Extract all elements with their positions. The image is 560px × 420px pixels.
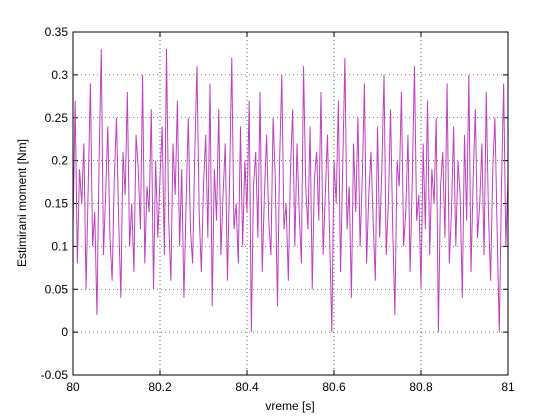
y-tick-label: 0.35 — [45, 25, 69, 39]
y-tick-label: 0.15 — [45, 197, 69, 211]
y-tick-label: 0.1 — [51, 239, 68, 253]
x-tick-label: 80.8 — [409, 380, 433, 394]
x-tick-label: 81 — [501, 380, 515, 394]
y-tick-label: 0.05 — [45, 282, 69, 296]
x-axis-label: vreme [s] — [265, 399, 314, 413]
y-tick-label: -0.05 — [41, 368, 69, 382]
x-tick-label: 80.4 — [235, 380, 259, 394]
y-tick-label: 0.3 — [51, 68, 68, 82]
plot-frame — [72, 31, 509, 376]
x-tick-label: 80.2 — [148, 380, 172, 394]
y-tick-label: 0.2 — [51, 154, 68, 168]
y-tick-label: 0 — [61, 325, 68, 339]
x-tick-label: 80.6 — [322, 380, 346, 394]
x-tick-label: 80 — [66, 380, 80, 394]
y-tick-label: 0.25 — [45, 111, 69, 125]
y-axis-label: Estimirani moment [Nm] — [15, 139, 29, 267]
data-line — [72, 49, 509, 333]
